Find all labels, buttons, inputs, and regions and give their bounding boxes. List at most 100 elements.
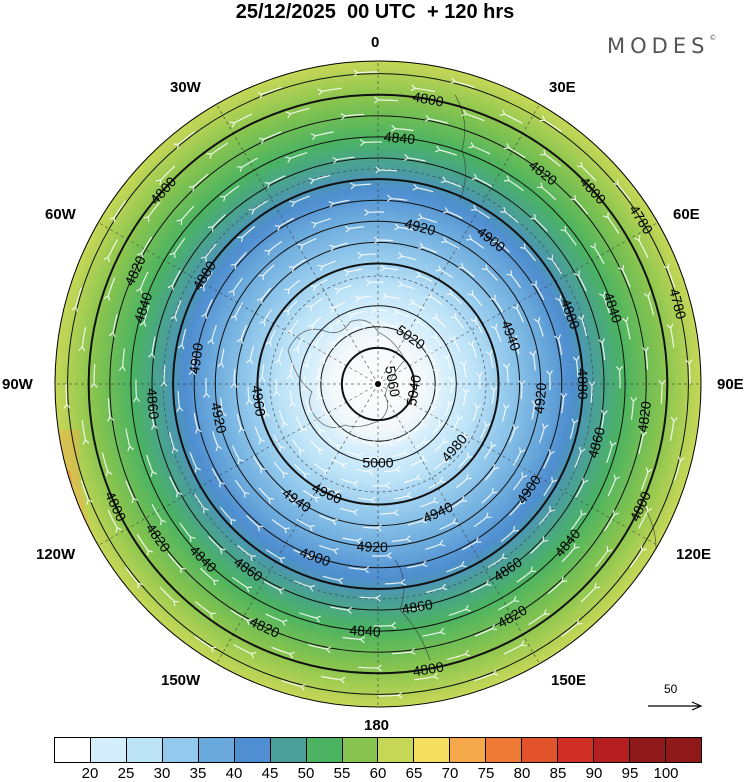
wind-arrow bbox=[533, 317, 544, 337]
wind-arrow bbox=[350, 182, 372, 190]
wind-arrow bbox=[106, 398, 114, 422]
wind-arrow bbox=[643, 291, 655, 316]
height-contours bbox=[67, 73, 689, 695]
contour-label: 4860 bbox=[144, 387, 163, 420]
wind-arrow bbox=[386, 194, 408, 202]
wind-arrow bbox=[303, 490, 321, 503]
wind-arrow bbox=[394, 491, 413, 500]
wind-arrow bbox=[547, 576, 568, 595]
wind-arrow bbox=[167, 269, 182, 291]
wind-arrow bbox=[467, 290, 483, 307]
wind-arrow bbox=[342, 432, 358, 444]
lon-label-90w: 90W bbox=[2, 376, 33, 393]
wind-arrow bbox=[200, 243, 217, 262]
wind-arrow bbox=[258, 487, 275, 504]
wind-arrow bbox=[219, 397, 227, 418]
wind-arrow bbox=[446, 649, 471, 661]
wind-arrow bbox=[150, 407, 158, 430]
wind-arrow bbox=[177, 328, 187, 350]
wind-arrow bbox=[598, 291, 610, 314]
wind-arrow bbox=[299, 612, 322, 623]
contour-label: 4960 bbox=[249, 384, 269, 417]
wind-arrow bbox=[173, 131, 195, 150]
height-contour-4960 bbox=[256, 262, 500, 506]
wind-arrow bbox=[431, 313, 446, 328]
wind-arrow bbox=[531, 400, 539, 420]
wind-arrow bbox=[353, 69, 379, 77]
wind-arrow bbox=[341, 478, 359, 488]
wind-arrow bbox=[434, 145, 457, 156]
wind-arrow bbox=[448, 604, 471, 616]
wind-arrow bbox=[245, 386, 253, 405]
wind-arrow bbox=[136, 534, 153, 556]
contour-label: 5000 bbox=[362, 454, 393, 470]
wind-arrow bbox=[207, 214, 226, 232]
wind-arrow bbox=[642, 346, 650, 370]
height-contour-4780 bbox=[67, 73, 689, 695]
colorbar-tick-label: 25 bbox=[117, 765, 135, 782]
wind-arrow bbox=[484, 464, 500, 481]
wind-arrow bbox=[195, 601, 216, 619]
wind-arrow bbox=[422, 628, 446, 637]
colorbar-tick-label: 90 bbox=[585, 765, 603, 782]
wind-arrow bbox=[273, 434, 286, 452]
wind-arrow bbox=[413, 437, 429, 450]
wind-arrow bbox=[339, 507, 359, 516]
colorbar-tick-label: 35 bbox=[189, 765, 207, 782]
wind-arrow bbox=[418, 242, 437, 253]
wind-arrow bbox=[285, 152, 308, 164]
wind-arrow bbox=[176, 205, 195, 225]
colorbar-swatch bbox=[486, 738, 523, 762]
wind-arrow bbox=[295, 416, 307, 434]
wind-arrow bbox=[246, 515, 264, 532]
wind-arrow bbox=[265, 613, 288, 627]
wind-arrow bbox=[452, 414, 464, 431]
wind-arrow bbox=[236, 157, 259, 173]
colorbar-swatch bbox=[234, 738, 271, 762]
wind-arrow bbox=[509, 424, 520, 443]
wind-arrow bbox=[344, 225, 365, 233]
wind-arrow bbox=[518, 380, 526, 400]
wind-arrow bbox=[328, 199, 349, 208]
wind-arrow bbox=[317, 260, 336, 271]
wind-arrow bbox=[188, 173, 209, 192]
contour-label: 4840 bbox=[383, 128, 416, 147]
wind-arrow bbox=[510, 335, 520, 355]
wind-arrow bbox=[103, 277, 116, 301]
wind-arrow bbox=[331, 458, 348, 470]
wind-arrow bbox=[603, 509, 619, 532]
wind-arrow bbox=[80, 480, 93, 505]
wind-arrow bbox=[237, 545, 256, 562]
wind-arrow bbox=[254, 426, 265, 445]
wind-arrow bbox=[519, 243, 537, 262]
wind-arrow bbox=[497, 595, 520, 611]
wind-arrow bbox=[446, 561, 467, 573]
wind-arrow bbox=[489, 294, 504, 313]
wind-arrow bbox=[456, 432, 470, 449]
height-contour-5000 bbox=[299, 305, 457, 463]
wind-arrow bbox=[462, 388, 470, 406]
wind-arrow bbox=[490, 386, 498, 405]
contour-label: 4920 bbox=[531, 382, 550, 415]
wind-arrow bbox=[168, 431, 179, 454]
lon-label-30w: 30W bbox=[170, 79, 201, 96]
wind-arrow bbox=[685, 359, 693, 385]
height-contour-4900 bbox=[193, 199, 563, 569]
colorbar-tick-label: 80 bbox=[513, 765, 531, 782]
colorbar-tick-label: 85 bbox=[549, 765, 567, 782]
wind-arrow bbox=[374, 96, 398, 104]
map-title: 25/12/2025 00 UTC + 120 hrs bbox=[235, 1, 515, 23]
wind-arrow bbox=[281, 490, 298, 506]
colorbar-swatch bbox=[162, 738, 199, 762]
wind-arrow bbox=[237, 225, 256, 243]
wind-arrow bbox=[311, 218, 331, 229]
wind-arrow bbox=[232, 576, 253, 593]
contour-label: 5040 bbox=[403, 373, 424, 407]
wind-arrow bbox=[450, 312, 465, 329]
height-contour-4840 bbox=[130, 136, 626, 632]
wind-arrow bbox=[512, 447, 526, 466]
wind-arrow bbox=[271, 519, 290, 534]
wind-arrow bbox=[448, 376, 456, 394]
wind-arrow bbox=[391, 448, 409, 458]
wind-arrow bbox=[410, 84, 436, 93]
